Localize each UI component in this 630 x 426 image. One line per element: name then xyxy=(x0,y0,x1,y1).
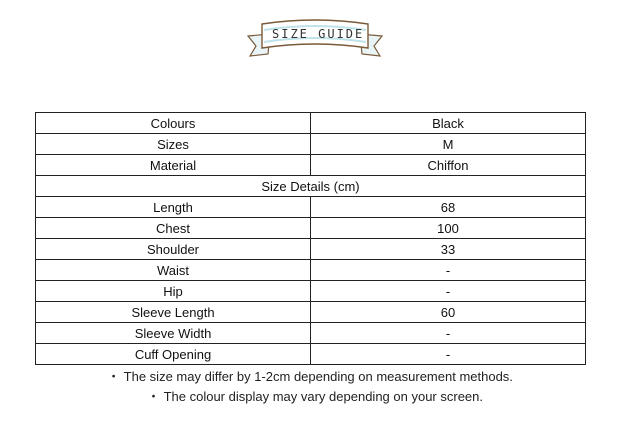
cell-label: Hip xyxy=(35,280,311,302)
table-row: Length 68 xyxy=(35,196,586,218)
cell-value: 33 xyxy=(310,238,586,260)
cell-value: Black xyxy=(310,112,586,134)
cell-label: Sleeve Length xyxy=(35,301,311,323)
notes: ・ The size may differ by 1-2cm depending… xyxy=(0,367,630,407)
table-row: Colours Black xyxy=(35,112,586,134)
cell-label: Shoulder xyxy=(35,238,311,260)
table-row: Shoulder 33 xyxy=(35,238,586,260)
table-row: Material Chiffon xyxy=(35,154,586,176)
cell-value: - xyxy=(310,322,586,344)
cell-value: 100 xyxy=(310,217,586,239)
table-row: Sizes M xyxy=(35,133,586,155)
cell-label: Chest xyxy=(35,217,311,239)
cell-value: 68 xyxy=(310,196,586,218)
cell-value: - xyxy=(310,280,586,302)
size-guide-banner-logo xyxy=(246,19,384,57)
cell-value: 60 xyxy=(310,301,586,323)
section-header: Size Details (cm) xyxy=(35,175,586,197)
cell-label: Length xyxy=(35,196,311,218)
table-row: Waist - xyxy=(35,259,586,281)
section-header-row: Size Details (cm) xyxy=(35,175,586,197)
cell-value: - xyxy=(310,259,586,281)
cell-label: Sizes xyxy=(35,133,311,155)
cell-label: Sleeve Width xyxy=(35,322,311,344)
cell-label: Material xyxy=(35,154,311,176)
cell-label: Waist xyxy=(35,259,311,281)
size-table: Colours Black Sizes M Material Chiffon Size De… xyxy=(35,112,586,365)
cell-value: M xyxy=(310,133,586,155)
cell-value: - xyxy=(310,343,586,365)
cell-value: Chiffon xyxy=(310,154,586,176)
table-row: Sleeve Width - xyxy=(35,322,586,344)
note-colour: ・ The colour display may vary depending … xyxy=(146,389,483,404)
table-row: Cuff Opening - xyxy=(35,343,586,365)
cell-label: Cuff Opening xyxy=(35,343,311,365)
note-size: ・ The size may differ by 1-2cm depending… xyxy=(107,369,513,384)
table-row: Sleeve Length 60 xyxy=(35,301,586,323)
table-row: Chest 100 xyxy=(35,217,586,239)
logo-text: SIZE GUIDE xyxy=(272,27,365,41)
cell-label: Colours xyxy=(35,112,311,134)
table-row: Hip - xyxy=(35,280,586,302)
